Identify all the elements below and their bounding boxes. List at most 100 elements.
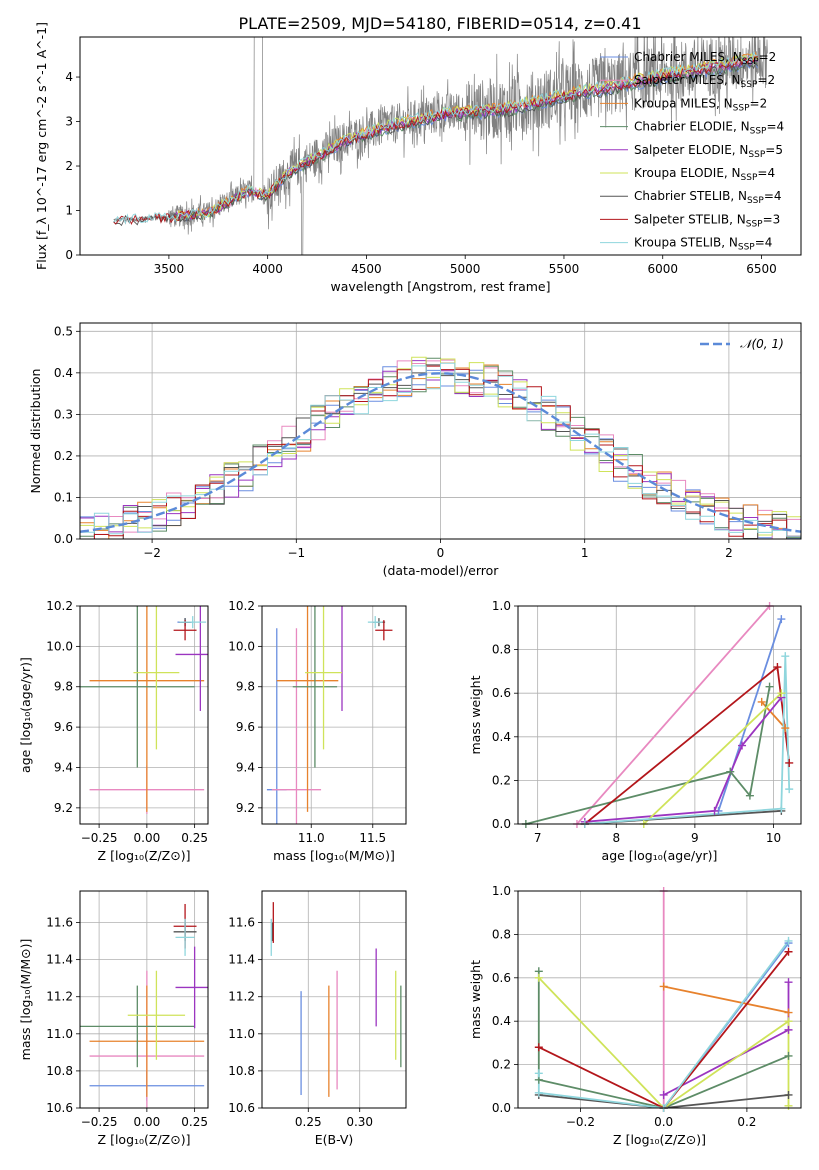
legend-label-sub: SSP [741, 80, 758, 90]
model-spectrum-line [174, 52, 758, 223]
weight-marker [659, 1090, 668, 1099]
y-tick-label: 0.2 [492, 1058, 511, 1072]
weight-marker [765, 682, 774, 691]
y-tick-label: 11.0 [228, 1027, 255, 1041]
axes-frame [261, 890, 407, 1109]
model-spectrum-line [113, 55, 758, 226]
weight-series-line [538, 951, 790, 1108]
x-tick-label: −0.2 [566, 1115, 595, 1129]
axes-frame [79, 605, 209, 825]
y-tick-label: 11.4 [228, 953, 255, 967]
y-tick-label: 9.2 [236, 801, 255, 815]
histogram-steps [80, 362, 801, 537]
weight-marker [534, 1043, 543, 1052]
weight-series-line [584, 697, 782, 823]
x-tick-label: 0.25 [181, 1115, 208, 1129]
x-tick-label: 11.0 [298, 831, 325, 845]
y-tick-label: 0.5 [54, 324, 73, 338]
x-tick-label: 10 [766, 831, 781, 845]
y-tick-label: 9.8 [54, 680, 73, 694]
y-tick-label: 0.3 [54, 407, 73, 421]
y-tick-label: 11.6 [46, 916, 73, 930]
x-tick-label: 0.2 [737, 1115, 756, 1129]
legend-label: Salpeter MILES, NSSP=2 [634, 73, 775, 90]
legend-label-main: Kroupa MILES, N [634, 96, 733, 110]
y-tick-label: 11.0 [46, 1027, 73, 1041]
weight-series-line [663, 985, 789, 1014]
x-tick-label: 2 [725, 546, 733, 560]
y-tick-label: 11.6 [228, 916, 255, 930]
x-tick-label: 4500 [351, 262, 382, 276]
legend-label-sub: SSP [746, 219, 763, 229]
weight-marker [784, 1051, 793, 1060]
legend-label: Chabrier ELODIE, NSSP=4 [634, 120, 784, 137]
x-tick-label: −2 [143, 546, 161, 560]
y-tick-label: 10.8 [228, 1064, 255, 1078]
x-tick-label: 0.0 [654, 1115, 673, 1129]
errorbar-area [266, 606, 393, 824]
legend-label-tail: =2 [759, 50, 777, 64]
figure-title: PLATE=2509, MJD=54180, FIBERID=0514, z=0… [238, 14, 641, 33]
legend-label: Chabrier STELIB, NSSP=4 [634, 189, 782, 206]
weight-marker [738, 741, 747, 750]
errorbar-area [80, 903, 208, 1108]
mass-vs-metallicity-panel: −0.25 0.00 0.25 10.6 10.8 11.0 11.2 11.4 11.6 Z [… [18, 890, 209, 1147]
x-tick-label: 9 [691, 831, 699, 845]
weight-vs-metallicity-panel: −0.2 0.0 0.2 0.0 0.2 0.4 0.6 0.8 1.0 Z [log₁₀(Z/Z… [468, 884, 802, 1147]
y-tick-label: 0 [65, 248, 73, 262]
x-axis-label: Z [log₁₀(Z/Z⊙)] [98, 848, 191, 863]
y-tick-label: 2 [65, 159, 73, 173]
x-tick-label: −0.25 [81, 1115, 118, 1129]
spectrum-plot-area [113, 37, 768, 255]
x-tick-label: 7 [534, 831, 542, 845]
spectrum-panel: 3500 4000 4500 5000 5500 6000 6500 0 1 2 3 4 wavelen… [34, 22, 802, 294]
x-axis-label: Z [log₁₀(Z/Z⊙)] [98, 1132, 191, 1147]
legend-label-main: Kroupa ELODIE, N [634, 166, 741, 180]
legend-label-sub: SSP [748, 150, 765, 160]
legend-label-tail: =2 [750, 96, 768, 110]
legend-label-tail: =3 [763, 212, 781, 226]
y-tick-label: 0.8 [492, 927, 511, 941]
y-tick-label: 10.0 [46, 639, 73, 653]
residuals-panel: −2 −1 0 1 2 0.0 0.1 0.2 0.3 0.4 0.5 (data-model)/er… [28, 322, 802, 578]
model-spectrum-line [113, 51, 758, 225]
weight-vs-age-panel: 7 8 9 10 0.0 0.2 0.4 0.6 0.8 1.0 age [log₁₀(age/yr… [468, 599, 802, 863]
x-tick-label: 1 [581, 546, 589, 560]
y-tick-label: 9.4 [54, 760, 73, 774]
legend-label: Chabrier MILES, NSSP=2 [634, 50, 776, 67]
y-axis-label: mass weight [468, 960, 483, 1039]
weight-series-line [538, 977, 790, 1108]
y-tick-label: 10.0 [228, 639, 255, 653]
normal-distribution-curve [80, 372, 801, 533]
model-spectrum-line [113, 60, 758, 227]
y-tick-label: 0.0 [492, 817, 511, 831]
x-tick-label: 6500 [746, 262, 777, 276]
legend-label-tail: =4 [766, 120, 784, 134]
legend-label-main: Chabrier ELODIE, N [634, 120, 750, 134]
y-tick-label: 0.6 [492, 971, 511, 985]
legend-label-sub: SSP [738, 243, 755, 253]
x-tick-label: 0.00 [134, 831, 161, 845]
x-tick-label: 0.00 [134, 1115, 161, 1129]
y-tick-label: 11.2 [46, 990, 73, 1004]
weight-marker [757, 697, 766, 706]
legend-label-sub: SSP [742, 57, 759, 67]
y-tick-label: 0.4 [54, 366, 73, 380]
legend-label: 𝒩(0, 1) [740, 337, 784, 351]
y-axis-label: mass weight [468, 675, 483, 754]
legend-label-sub: SSP [750, 127, 767, 137]
y-tick-label: 9.4 [236, 760, 255, 774]
y-tick-label: 1.0 [492, 884, 511, 898]
weight-series-line [717, 618, 783, 812]
x-tick-label: 0.25 [295, 1115, 322, 1129]
weight-marker [777, 689, 786, 698]
weight-marker [726, 767, 735, 776]
x-tick-label: 4000 [252, 262, 283, 276]
y-tick-label: 9.6 [54, 720, 73, 734]
legend-label-main: Salpeter STELIB, N [634, 212, 746, 226]
weight-series-line [525, 686, 771, 824]
legend-label-main: Salpeter MILES, N [634, 73, 741, 87]
weight-series-line [538, 1094, 789, 1108]
